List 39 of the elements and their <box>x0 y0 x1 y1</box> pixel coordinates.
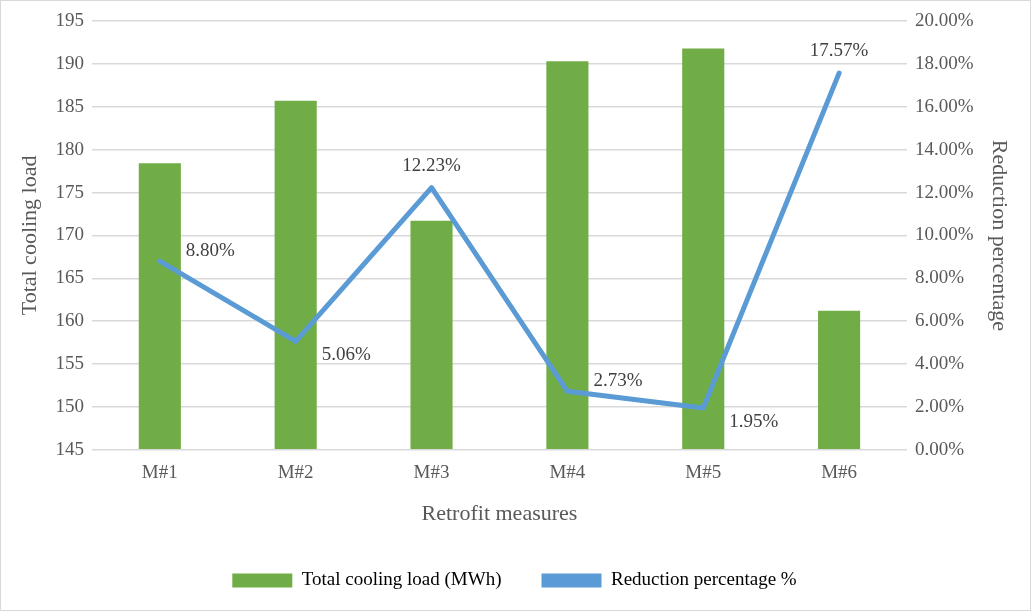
y2-tick-label: 0.00% <box>915 437 965 459</box>
x-axis-title: Retrofit measures <box>421 499 578 525</box>
y-tick-label: 180 <box>55 137 84 159</box>
y2-tick-label: 4.00% <box>915 352 965 374</box>
y2-tick-label: 18.00% <box>915 51 974 73</box>
data-label: 2.73% <box>593 369 643 391</box>
y-tick-label: 195 <box>55 8 84 30</box>
y2-tick-label: 12.00% <box>915 180 974 202</box>
data-label: 12.23% <box>402 153 461 175</box>
x-tick-label: M#6 <box>821 461 858 483</box>
data-label: 17.57% <box>809 39 869 61</box>
x-tick-label: M#2 <box>277 461 314 483</box>
y-axis-title: Total cooling load <box>15 155 41 316</box>
y-tick-label: 155 <box>55 352 84 374</box>
y-tick-label: 150 <box>55 394 84 416</box>
x-tick-label: M#1 <box>141 461 178 483</box>
y-tick-label: 175 <box>55 180 84 202</box>
legend-label: Reduction percentage % <box>611 568 797 590</box>
y-tick-label: 185 <box>55 94 84 116</box>
y-tick-label: 190 <box>55 51 84 73</box>
data-label: 1.95% <box>729 409 779 431</box>
x-tick-label: M#5 <box>685 461 722 483</box>
data-label: 8.80% <box>185 239 236 261</box>
y2-tick-label: 10.00% <box>915 223 974 245</box>
legend-label: Total cooling load (MWh) <box>301 568 502 591</box>
y-tick-label: 145 <box>55 437 84 459</box>
y2-tick-label: 20.00% <box>915 8 974 30</box>
y2-axis-title: Reduction percentage <box>988 139 1014 331</box>
x-tick-label: M#3 <box>413 461 450 483</box>
y2-tick-label: 6.00% <box>915 309 965 331</box>
y2-tick-label: 16.00% <box>915 94 974 116</box>
y-tick-label: 160 <box>55 309 84 331</box>
y2-tick-label: 14.00% <box>915 137 974 159</box>
y-tick-label: 165 <box>55 266 84 288</box>
y-tick-label: 170 <box>55 223 84 245</box>
y2-tick-label: 2.00% <box>915 394 965 416</box>
data-label: 5.06% <box>321 343 371 365</box>
y2-tick-label: 8.00% <box>915 266 965 288</box>
x-tick-label: M#4 <box>549 461 586 483</box>
